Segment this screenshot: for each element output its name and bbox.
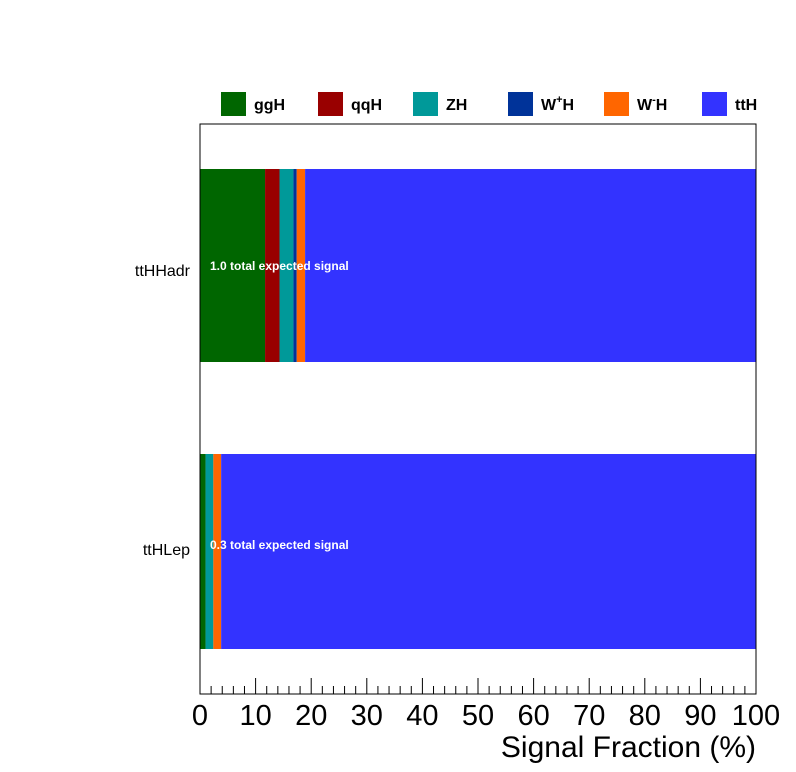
bar-segment-tthhadr-1 (265, 169, 280, 362)
x-tick-label-5: 50 (462, 700, 494, 732)
x-axis-label: Signal Fraction (%) (501, 731, 756, 764)
x-tick-label-4: 40 (406, 700, 438, 732)
x-tick-label-6: 60 (517, 700, 549, 732)
bar-segment-tthlep-5 (221, 454, 757, 649)
legend-label-2: ZH (446, 97, 467, 114)
stacked-bars (200, 169, 757, 649)
bar-segment-tthlep-0 (200, 454, 206, 649)
legend-swatch-5 (702, 92, 727, 116)
bar-segment-tthhadr-5 (305, 169, 756, 362)
legend-swatch-3 (508, 92, 533, 116)
bar-segment-tthlep-2 (205, 454, 214, 649)
legend-label-1: qqH (351, 97, 382, 114)
x-tick-label-7: 70 (573, 700, 605, 732)
x-tick-label-3: 30 (351, 700, 383, 732)
x-tick-label-10: 100 (732, 700, 780, 732)
bar-segment-tthlep-4 (213, 454, 222, 649)
legend-label-4: W-H (637, 94, 667, 114)
legend: ggH qqH ZH W+H W-H ttH (221, 92, 757, 116)
category-label-tthhadr: ttHHadr (135, 263, 191, 280)
annotation-tthhadr: 1.0 total expected signal (210, 259, 349, 273)
bar-segment-tthhadr-3 (293, 169, 297, 362)
legend-label-0: ggH (254, 97, 285, 114)
legend-label-3: W+H (541, 94, 574, 114)
legend-swatch-2 (413, 92, 438, 116)
x-tick-label-0: 0 (192, 700, 208, 732)
legend-swatch-4 (604, 92, 629, 116)
x-tick-label-8: 80 (629, 700, 661, 732)
legend-swatch-1 (318, 92, 343, 116)
x-tick-label-9: 90 (684, 700, 716, 732)
x-axis-tick-labels: 0 10 20 30 40 50 60 70 80 90 100 (192, 700, 780, 732)
legend-swatch-0 (221, 92, 246, 116)
bar-annotations: 1.0 total expected signal 0.3 total expec… (210, 259, 349, 552)
x-axis-ticks (199, 678, 757, 694)
x-tick-label-1: 10 (239, 700, 271, 732)
bar-segment-tthhadr-0 (200, 169, 266, 362)
bar-segment-tthhadr-2 (279, 169, 294, 362)
category-labels: ttHHadr ttHLep (135, 263, 191, 559)
legend-label-5: ttH (735, 97, 757, 114)
x-tick-label-2: 20 (295, 700, 327, 732)
bar-segment-tthhadr-4 (296, 169, 306, 362)
category-label-tthlep: ttHLep (143, 542, 190, 559)
annotation-tthlep: 0.3 total expected signal (210, 538, 349, 552)
